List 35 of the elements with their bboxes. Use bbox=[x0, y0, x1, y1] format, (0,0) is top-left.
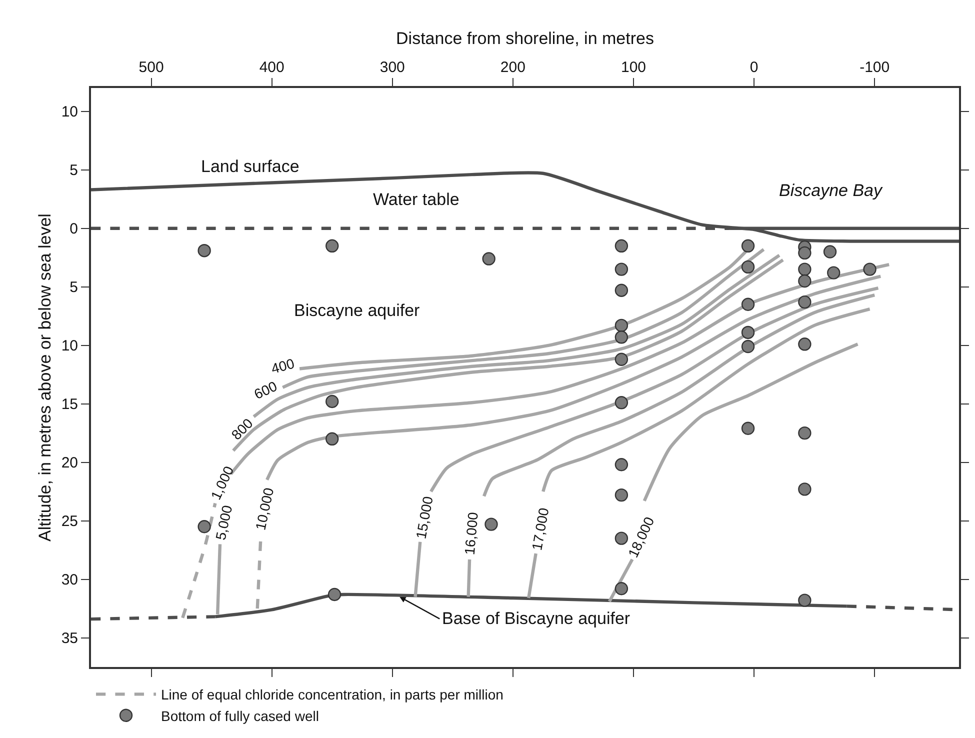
y-tick-label: 25 bbox=[61, 513, 78, 530]
y-tick-label: 20 bbox=[61, 454, 78, 472]
annotation: 10,000 bbox=[252, 486, 277, 532]
annotation: 600 bbox=[252, 378, 280, 402]
annotation: Land surface bbox=[201, 157, 300, 176]
annotation: 16,000 bbox=[461, 511, 481, 556]
x-tick-label: 0 bbox=[750, 59, 758, 76]
annotation: 17,000 bbox=[528, 506, 552, 552]
annotation: Base of Biscayne aquifer bbox=[442, 609, 630, 628]
y-tick-label: 30 bbox=[61, 572, 78, 589]
x-tick-label: 100 bbox=[620, 59, 646, 76]
x-tick-label: 500 bbox=[138, 59, 164, 76]
legend-label: Line of equal chloride concentration, in parts per million bbox=[161, 686, 504, 703]
legend-label: Bottom of fully cased well bbox=[161, 708, 319, 724]
y-axis-title: Altitude, in metres above or below sea level bbox=[35, 214, 54, 542]
annotation: 1,000 bbox=[207, 463, 237, 502]
y-tick-label: 10 bbox=[61, 338, 78, 355]
annotation: 400 bbox=[269, 355, 296, 377]
y-tick-label: 10 bbox=[61, 104, 78, 121]
annotation: 800 bbox=[228, 414, 256, 443]
y-tick-label: 5 bbox=[70, 162, 78, 180]
x-axis-title: Distance from shoreline, in metres bbox=[396, 29, 654, 48]
annotation: 15,000 bbox=[412, 494, 436, 540]
annotation: 5,000 bbox=[212, 504, 236, 542]
x-tick-label: 300 bbox=[380, 59, 405, 76]
annotation: Water table bbox=[373, 190, 460, 209]
annotation: Biscayne aquifer bbox=[294, 301, 420, 320]
y-tick-label: 15 bbox=[61, 396, 78, 414]
annotation: Biscayne Bay bbox=[779, 181, 884, 200]
y-tick-label: 5 bbox=[70, 279, 78, 296]
x-tick-label: 200 bbox=[500, 59, 526, 76]
x-tick-label: 400 bbox=[259, 59, 284, 76]
y-tick-label: 35 bbox=[61, 630, 78, 648]
x-tick-label: -100 bbox=[860, 59, 890, 76]
y-tick-label: 0 bbox=[70, 220, 78, 238]
